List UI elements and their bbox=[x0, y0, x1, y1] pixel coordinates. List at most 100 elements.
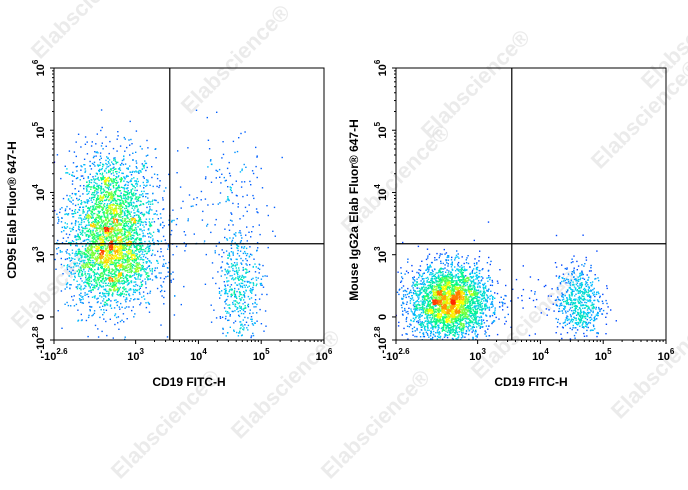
event-dot bbox=[147, 147, 149, 149]
event-dot bbox=[105, 252, 108, 254]
event-dot bbox=[460, 345, 461, 346]
event-dot bbox=[157, 262, 159, 264]
event-dot bbox=[464, 332, 467, 335]
event-dot bbox=[146, 139, 148, 142]
event-dot bbox=[529, 276, 532, 278]
event-dot bbox=[130, 280, 132, 283]
event-dot bbox=[104, 238, 106, 240]
event-dot bbox=[77, 275, 80, 277]
event-dot bbox=[127, 293, 130, 296]
event-dot bbox=[132, 216, 134, 218]
event-dot bbox=[118, 248, 121, 250]
event-dot bbox=[118, 171, 120, 174]
event-dot bbox=[79, 275, 81, 278]
event-dot bbox=[90, 229, 92, 232]
event-dot bbox=[134, 212, 136, 214]
event-dot bbox=[95, 217, 97, 219]
event-dot bbox=[127, 236, 130, 238]
event-dot bbox=[228, 224, 230, 226]
event-dot bbox=[230, 244, 232, 246]
event-dot bbox=[97, 185, 99, 187]
event-dot bbox=[90, 179, 93, 181]
event-dot bbox=[122, 248, 124, 250]
event-dot bbox=[128, 240, 131, 242]
event-dot bbox=[411, 270, 414, 272]
event-dot bbox=[239, 330, 241, 332]
event-dot bbox=[77, 211, 79, 213]
event-dot bbox=[92, 196, 94, 199]
event-dot bbox=[72, 241, 75, 243]
event-dot bbox=[103, 215, 106, 217]
event-dot bbox=[120, 186, 123, 188]
event-dot bbox=[109, 184, 112, 186]
event-dot bbox=[138, 242, 141, 244]
event-dot bbox=[108, 192, 110, 194]
event-dot bbox=[245, 234, 247, 236]
event-dot bbox=[406, 325, 409, 327]
event-dot bbox=[244, 307, 247, 309]
event-dot bbox=[142, 203, 144, 205]
event-dot bbox=[97, 238, 99, 240]
event-dot bbox=[115, 162, 117, 165]
event-dot bbox=[413, 326, 416, 328]
event-dot bbox=[145, 169, 147, 172]
event-dot bbox=[93, 271, 96, 274]
event-dot bbox=[107, 235, 109, 238]
event-dot bbox=[100, 243, 103, 246]
event-dot bbox=[114, 276, 116, 278]
event-dot bbox=[237, 245, 240, 247]
event-dot bbox=[59, 251, 62, 253]
event-dot bbox=[404, 309, 406, 312]
event-dot bbox=[71, 229, 74, 231]
event-dot bbox=[73, 262, 75, 265]
event-dot bbox=[224, 318, 227, 320]
event-dot bbox=[157, 218, 159, 220]
event-dot bbox=[102, 278, 105, 280]
event-dot bbox=[566, 267, 568, 269]
event-dot bbox=[78, 198, 80, 201]
event-dot bbox=[113, 307, 116, 309]
event-dot bbox=[79, 299, 81, 301]
event-dot bbox=[133, 240, 136, 242]
event-dot bbox=[125, 306, 128, 308]
event-dot bbox=[121, 209, 124, 212]
event-dot bbox=[121, 280, 123, 282]
event-dot bbox=[243, 268, 245, 271]
event-dot bbox=[491, 279, 493, 282]
event-dot bbox=[105, 254, 107, 256]
event-dot bbox=[89, 286, 91, 288]
event-dot bbox=[187, 218, 189, 220]
event-dot bbox=[85, 235, 87, 237]
event-dot bbox=[90, 168, 93, 170]
event-dot bbox=[491, 301, 494, 303]
event-dot bbox=[106, 303, 108, 305]
event-dot bbox=[119, 252, 121, 255]
event-dot bbox=[152, 203, 154, 205]
event-dot bbox=[99, 196, 102, 199]
event-dot bbox=[170, 281, 172, 283]
event-dot bbox=[252, 282, 255, 285]
event-dot bbox=[138, 274, 140, 277]
event-dot bbox=[125, 270, 127, 272]
event-dot bbox=[114, 314, 116, 317]
event-dot bbox=[74, 209, 77, 211]
event-dot bbox=[119, 145, 122, 147]
event-dot bbox=[98, 276, 100, 279]
event-dot bbox=[87, 176, 89, 178]
event-dot bbox=[120, 211, 122, 213]
event-dot bbox=[105, 162, 107, 165]
event-dot bbox=[562, 294, 564, 296]
event-dot bbox=[129, 246, 132, 248]
event-dot bbox=[218, 292, 221, 294]
event-dot bbox=[110, 183, 112, 185]
event-dot bbox=[117, 198, 119, 201]
event-dot bbox=[133, 274, 135, 276]
event-dot bbox=[109, 228, 111, 230]
event-dot bbox=[66, 301, 68, 304]
event-dot bbox=[122, 257, 124, 259]
event-dot bbox=[135, 219, 137, 222]
event-dot bbox=[80, 267, 82, 269]
event-dot bbox=[114, 247, 117, 249]
event-dot bbox=[81, 255, 83, 257]
event-dot bbox=[94, 225, 96, 227]
